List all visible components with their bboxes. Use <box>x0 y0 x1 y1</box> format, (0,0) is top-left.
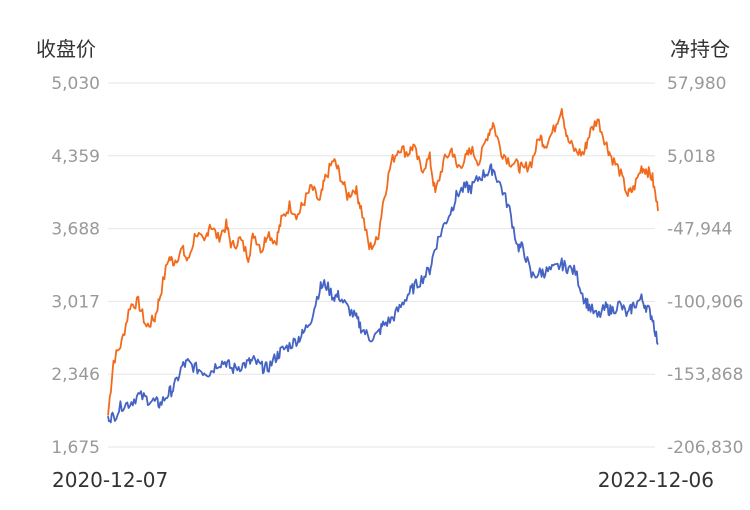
right-tick-label: -47,944 <box>667 220 733 240</box>
left-tick-label: 3,688 <box>51 220 100 240</box>
left-axis-title: 收盘价 <box>36 37 96 61</box>
x-axis-start-label: 2020-12-07 <box>52 468 169 492</box>
grid-lines <box>108 82 655 448</box>
left-tick-label: 1,675 <box>51 438 100 458</box>
right-axis-labels: 57,980 5,018 -47,944 -100,906 -153,868 -206,8… <box>667 74 743 458</box>
right-axis-title: 净持仓 <box>670 37 730 61</box>
right-tick-label: -100,906 <box>667 292 743 312</box>
left-axis-labels: 5,030 4,359 3,688 3,017 2,346 1,675 <box>51 74 100 458</box>
right-tick-label: 57,980 <box>667 74 726 94</box>
left-tick-label: 3,017 <box>51 292 100 312</box>
left-tick-label: 2,346 <box>51 365 100 385</box>
orange-series-line <box>107 108 659 416</box>
right-tick-label: -153,868 <box>667 365 743 385</box>
left-tick-label: 4,359 <box>51 147 100 167</box>
right-tick-label: -206,830 <box>667 438 743 458</box>
left-tick-label: 5,030 <box>51 74 100 94</box>
x-axis-end-label: 2022-12-06 <box>597 468 714 492</box>
right-tick-label: 5,018 <box>667 147 716 167</box>
series-lines <box>107 108 659 424</box>
blue-series-line <box>107 163 659 424</box>
